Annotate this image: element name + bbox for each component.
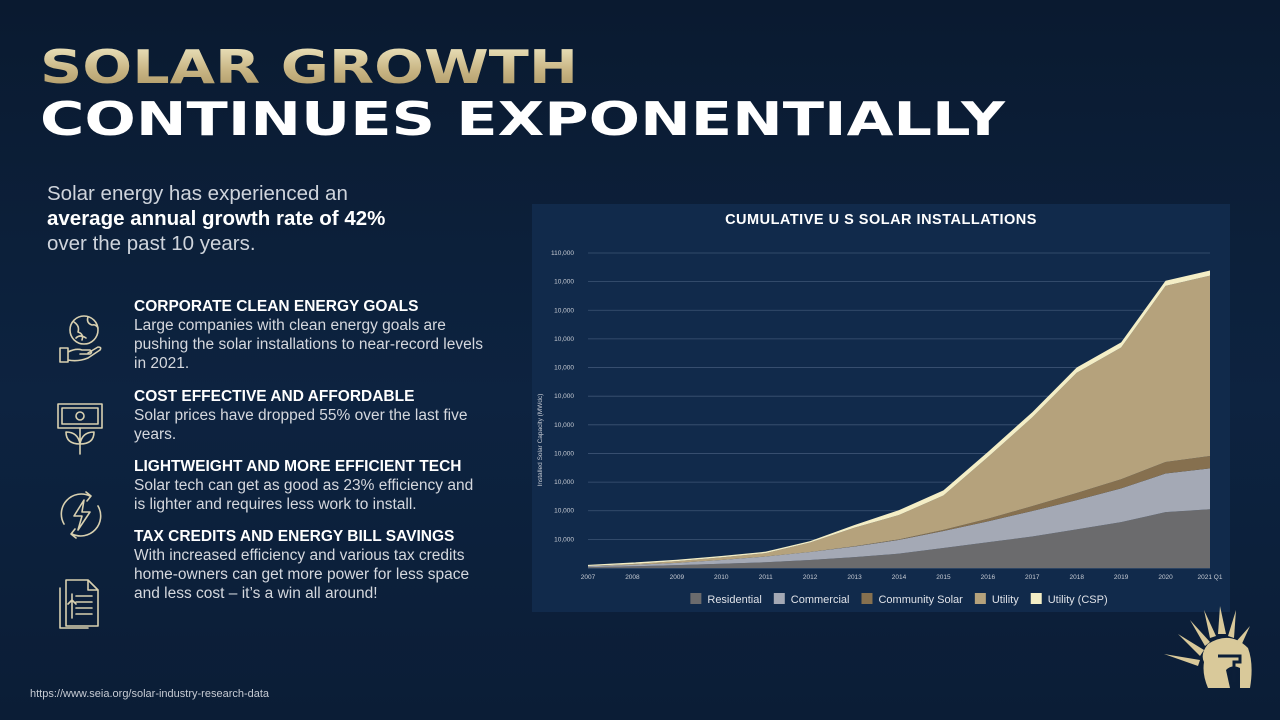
y-axis-label: Installed Solar Capacity (MWdc) bbox=[537, 394, 544, 487]
legend-label: Utility (CSP) bbox=[1048, 594, 1108, 606]
x-tick-label: 2017 bbox=[1025, 574, 1040, 581]
point: COST EFFECTIVE AND AFFORDABLE Solar pric… bbox=[134, 387, 484, 444]
point-heading: TAX CREDITS AND ENERGY BILL SAVINGS bbox=[134, 528, 455, 545]
chart: CUMULATIVE U S SOLAR INSTALLATIONS Insta… bbox=[532, 204, 1230, 612]
point: LIGHTWEIGHT AND MORE EFFICIENT TECH Sola… bbox=[134, 457, 484, 514]
legend-swatch bbox=[773, 593, 785, 604]
legend: Residential Commercial Community Solar Util… bbox=[690, 593, 1108, 606]
intro-highlight: average annual growth rate of 42% bbox=[47, 207, 386, 230]
x-tick-label: 2012 bbox=[803, 574, 818, 581]
legend-label: Utility bbox=[992, 594, 1019, 606]
x-tick-label: 2013 bbox=[847, 574, 862, 581]
x-tick-label: 2021 Q1 bbox=[1198, 574, 1223, 581]
x-tick-label: 2009 bbox=[670, 574, 685, 581]
x-tick-label: 2016 bbox=[981, 574, 996, 581]
area bbox=[588, 275, 1210, 567]
x-tick-label: 2008 bbox=[625, 574, 640, 581]
y-tick-label: 10,000 bbox=[554, 307, 574, 314]
y-tick-label: 10,000 bbox=[554, 508, 574, 515]
point-heading: CORPORATE CLEAN ENERGY GOALS bbox=[134, 298, 419, 315]
x-tick-label: 2011 bbox=[759, 574, 773, 581]
logo bbox=[1164, 606, 1252, 688]
x-tick-label: 2010 bbox=[714, 574, 729, 581]
legend-swatch bbox=[1030, 593, 1042, 604]
point-body: Solar prices have dropped 55% over the l… bbox=[134, 407, 468, 443]
globe-hand-icon bbox=[59, 315, 102, 363]
legend-swatch bbox=[690, 593, 702, 604]
point-body: Large companies with clean energy goals … bbox=[134, 317, 483, 372]
y-tick-label: 10,000 bbox=[554, 336, 574, 343]
point: TAX CREDITS AND ENERGY BILL SAVINGS With… bbox=[134, 527, 484, 603]
legend-label: Commercial bbox=[791, 594, 850, 606]
y-tick-label: 10,000 bbox=[554, 422, 574, 429]
title-line-2: CONTINUES EXPONENTIALLY bbox=[40, 92, 1006, 146]
source-link[interactable]: https://www.seia.org/solar-industry-rese… bbox=[30, 688, 270, 700]
area bbox=[588, 468, 1210, 568]
point-heading: COST EFFECTIVE AND AFFORDABLE bbox=[134, 388, 415, 405]
area bbox=[588, 509, 1210, 568]
title-block: SOLAR GROWTH CONTINUES EXPONENTIALLY bbox=[40, 40, 1006, 146]
intro-lead: Solar energy has experienced an bbox=[47, 182, 348, 205]
x-tick-label: 2015 bbox=[936, 574, 951, 581]
chart-title: CUMULATIVE U S SOLAR INSTALLATIONS bbox=[725, 212, 1037, 228]
legend-label: Residential bbox=[707, 594, 761, 606]
legend-swatch bbox=[861, 593, 873, 604]
title-line-1: SOLAR GROWTH bbox=[40, 40, 578, 94]
energy-cycle-icon bbox=[60, 491, 102, 539]
y-tick-label: 10,000 bbox=[554, 365, 574, 372]
point: CORPORATE CLEAN ENERGY GOALS Large compa… bbox=[134, 297, 484, 373]
intro: Solar energy has experienced an average … bbox=[47, 181, 467, 256]
x-tick-label: 2020 bbox=[1158, 574, 1173, 581]
point-body: With increased efficiency and various ta… bbox=[134, 547, 470, 602]
point-heading: LIGHTWEIGHT AND MORE EFFICIENT TECH bbox=[134, 458, 462, 475]
y-tick-label: 10,000 bbox=[554, 450, 574, 457]
point-body: Solar tech can get as good as 23% effici… bbox=[134, 477, 474, 513]
y-tick-label: 10,000 bbox=[554, 393, 574, 400]
x-tick-label: 2019 bbox=[1114, 574, 1129, 581]
y-tick-label: 110,000 bbox=[551, 250, 574, 257]
intro-tail: over the past 10 years. bbox=[47, 232, 256, 255]
legend-swatch bbox=[974, 593, 986, 604]
y-tick-label: 10,000 bbox=[554, 536, 574, 543]
x-tick-label: 2007 bbox=[581, 574, 596, 581]
y-tick-label: 10,000 bbox=[554, 479, 574, 486]
document-icon bbox=[59, 579, 99, 629]
money-plant-icon bbox=[57, 403, 103, 455]
y-tick-label: 10,000 bbox=[554, 279, 574, 286]
x-tick-label: 2018 bbox=[1069, 574, 1084, 581]
x-tick-label: 2014 bbox=[892, 574, 907, 581]
legend-label: Community Solar bbox=[878, 594, 963, 606]
